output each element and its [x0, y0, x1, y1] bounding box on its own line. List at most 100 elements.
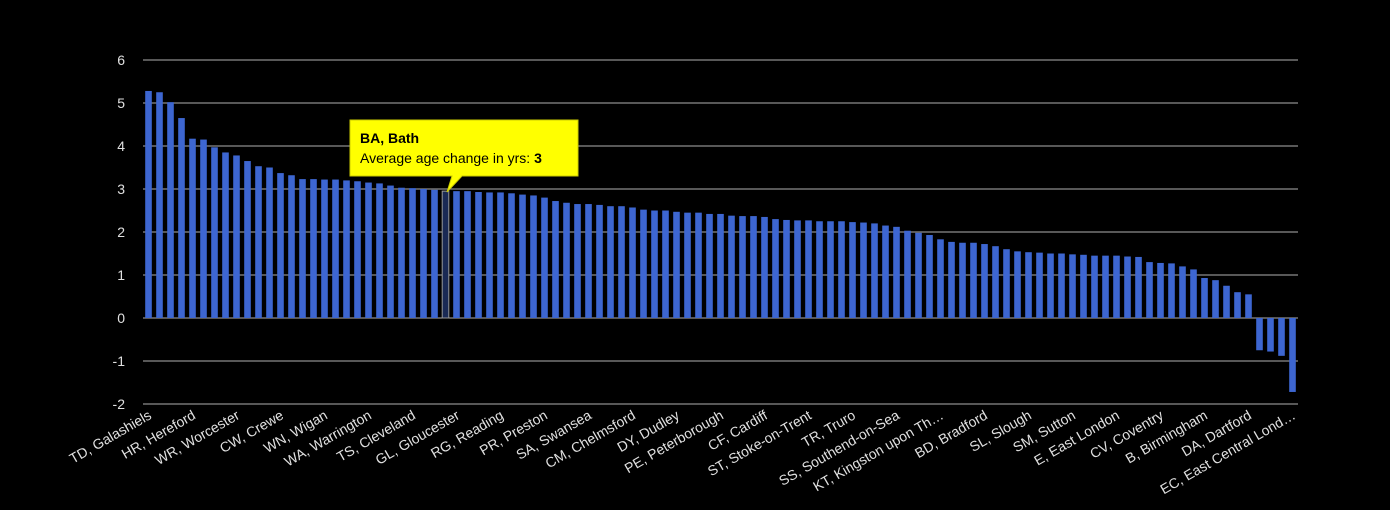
y-tick-label: -2: [113, 396, 126, 412]
bar: [1245, 294, 1252, 318]
bar: [222, 152, 229, 318]
tooltip-line: Average age change in yrs: 3: [360, 150, 542, 166]
bar: [1036, 252, 1043, 318]
bar: [981, 244, 988, 318]
bar: [156, 92, 163, 318]
bar: [1047, 253, 1054, 318]
bar: [772, 219, 779, 318]
bar: [607, 206, 614, 318]
bar: [739, 216, 746, 318]
tooltip-value: 3: [534, 150, 542, 166]
bar: [750, 216, 757, 318]
bar: [486, 192, 493, 318]
bar: [882, 225, 889, 318]
bar: [178, 118, 185, 318]
bar: [794, 220, 801, 318]
bar: [728, 215, 735, 318]
bar: [420, 189, 427, 318]
bar: [849, 222, 856, 318]
bar: [189, 138, 196, 318]
bar: [1003, 249, 1010, 318]
bar: [1069, 254, 1076, 318]
bar: [937, 239, 944, 318]
y-tick-label: 1: [117, 267, 125, 283]
bar: [530, 195, 537, 318]
bar: [1223, 285, 1230, 318]
y-tick-label: 3: [117, 181, 125, 197]
y-tick-label: 4: [117, 138, 125, 154]
bar: [1190, 269, 1197, 318]
bar: [640, 209, 647, 318]
bar: [816, 221, 823, 318]
bar: [1267, 318, 1274, 352]
bar: [1146, 262, 1153, 318]
bar: [684, 212, 691, 318]
bar: [585, 204, 592, 318]
y-tick-label: 0: [117, 310, 125, 326]
bar: [651, 210, 658, 318]
bar: [233, 155, 240, 318]
bar: [1014, 251, 1021, 318]
bar: [827, 221, 834, 318]
bar: [618, 206, 625, 318]
bar: [1179, 266, 1186, 318]
bar: [893, 226, 900, 318]
bar: [464, 191, 471, 318]
bar: [519, 194, 526, 318]
bar: [332, 179, 339, 318]
bar: [266, 167, 273, 318]
bar: [805, 220, 812, 318]
bar: [1080, 254, 1087, 318]
bar: [211, 147, 218, 318]
bar: [365, 182, 372, 318]
bar: [398, 187, 405, 318]
bar: [1113, 255, 1120, 318]
bar: [200, 139, 207, 318]
bar: [948, 241, 955, 318]
bar: [596, 204, 603, 318]
bar: [1025, 252, 1032, 318]
y-tick-label: 6: [117, 52, 125, 68]
y-tick-label: 2: [117, 224, 125, 240]
bar: [1102, 255, 1109, 318]
bar: [1058, 253, 1065, 318]
bar: [310, 179, 317, 318]
tooltip: BA, Bath Average age change in yrs: 3: [349, 119, 579, 193]
bar: [1289, 318, 1296, 392]
bar: [145, 90, 152, 319]
bar: [1091, 255, 1098, 318]
bar: [1256, 318, 1263, 351]
bar: [959, 242, 966, 318]
bar: [387, 185, 394, 318]
bar: [860, 222, 867, 318]
bar: [541, 197, 548, 318]
bar: [915, 232, 922, 318]
bar: [926, 235, 933, 318]
bar: [992, 246, 999, 318]
bar: [1124, 256, 1131, 318]
bar: [1234, 292, 1241, 318]
bar: [970, 242, 977, 318]
bar: [871, 223, 878, 318]
bar: [1212, 280, 1219, 318]
bar: [299, 179, 306, 318]
bar: [167, 102, 174, 318]
bar: [321, 179, 328, 318]
bar: [475, 192, 482, 318]
bar: [1157, 262, 1164, 318]
bar: [376, 183, 383, 318]
bar: [761, 216, 768, 318]
bar: [783, 219, 790, 318]
bar: [244, 161, 251, 318]
bar: [706, 213, 713, 318]
bar: [288, 175, 295, 318]
bar: [673, 211, 680, 318]
tooltip-label: Average age change in yrs:: [360, 150, 530, 166]
bar: [497, 192, 504, 318]
y-tick-label: 5: [117, 95, 125, 111]
bar: [1135, 256, 1142, 318]
bar: [255, 166, 262, 318]
bar: [354, 181, 361, 318]
bar: [1278, 318, 1285, 356]
